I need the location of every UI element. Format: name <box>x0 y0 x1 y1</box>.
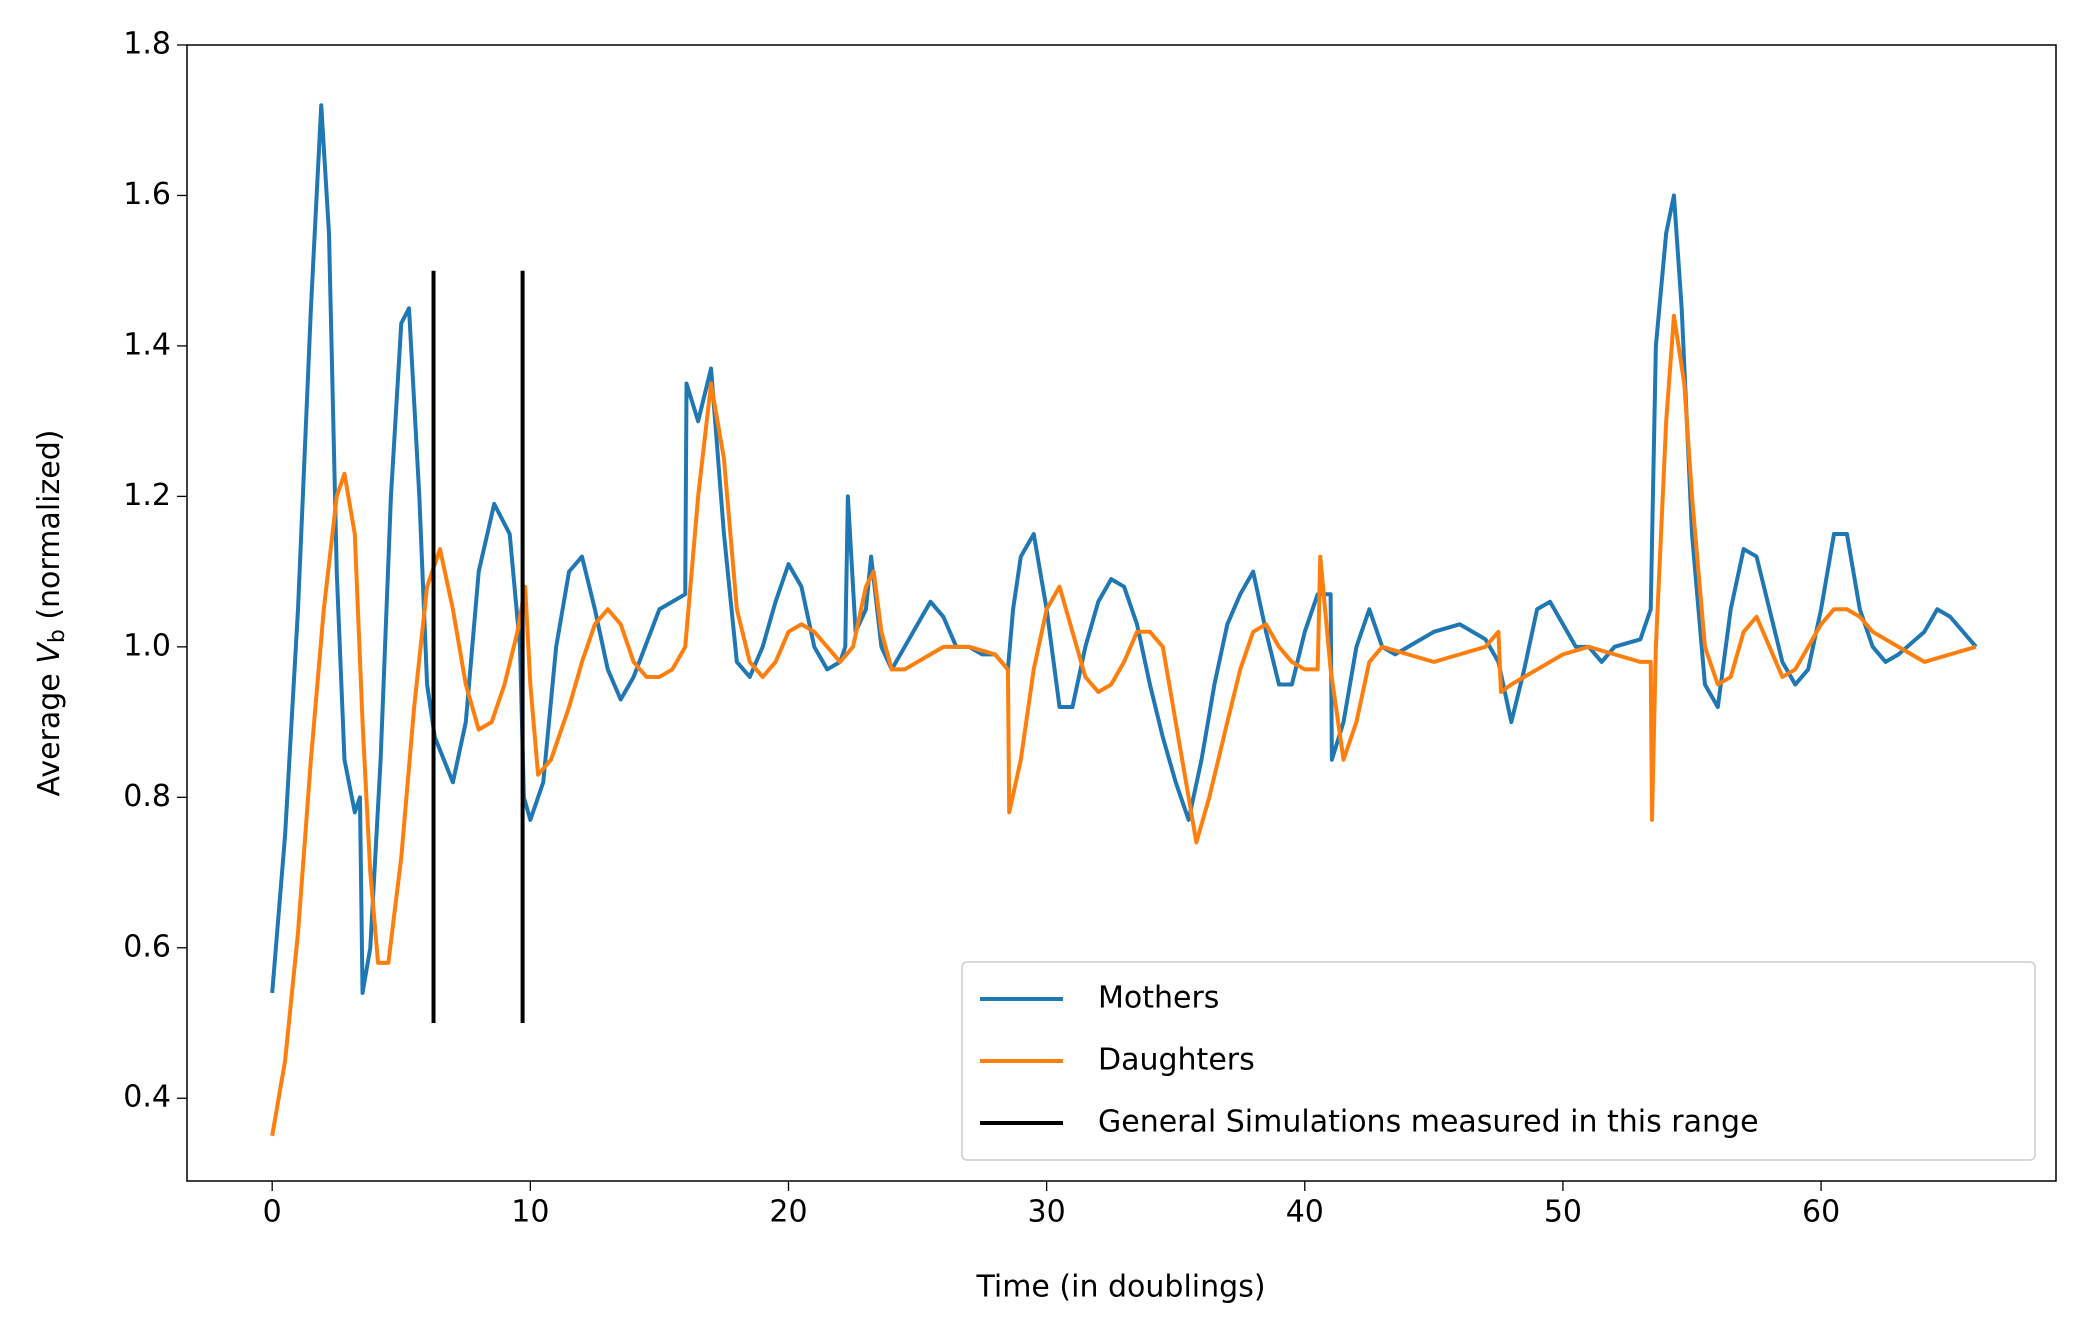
y-tick-label: 1.0 <box>123 628 171 663</box>
y-label-sub: b <box>45 629 70 643</box>
y-tick-label: 0.6 <box>123 929 171 964</box>
y-tick-label: 1.8 <box>123 27 171 62</box>
y-tick-label: 1.4 <box>123 327 171 362</box>
y-tick-label: 0.8 <box>123 779 171 814</box>
legend-label: General Simulations measured in this ran… <box>1098 1105 1759 1140</box>
x-tick-label: 0 <box>263 1195 282 1230</box>
legend-label: Daughters <box>1098 1043 1255 1078</box>
x-tick-label: 50 <box>1544 1195 1582 1230</box>
y-tick-label: 0.4 <box>123 1080 171 1115</box>
y-label-part: Average <box>32 664 67 797</box>
data-line <box>270 313 1977 1137</box>
y-axis-label: Average Vb (normalized) <box>32 430 71 797</box>
y-label-part: (normalized) <box>32 430 67 630</box>
x-tick-label: 20 <box>769 1195 807 1230</box>
y-label-var: V <box>32 641 67 664</box>
x-tick-label: 10 <box>511 1195 549 1230</box>
y-tick-label: 1.6 <box>123 177 171 212</box>
x-tick-label: 30 <box>1028 1195 1066 1230</box>
x-tick-label: 40 <box>1286 1195 1324 1230</box>
x-axis-label: Time (in doublings) <box>975 1270 1265 1305</box>
plot-frame <box>186 44 2057 1182</box>
x-tick-label: 60 <box>1802 1195 1840 1230</box>
legend-box <box>961 961 2036 1161</box>
legend-label: Mothers <box>1098 981 1219 1016</box>
y-tick-label: 1.2 <box>123 478 171 513</box>
